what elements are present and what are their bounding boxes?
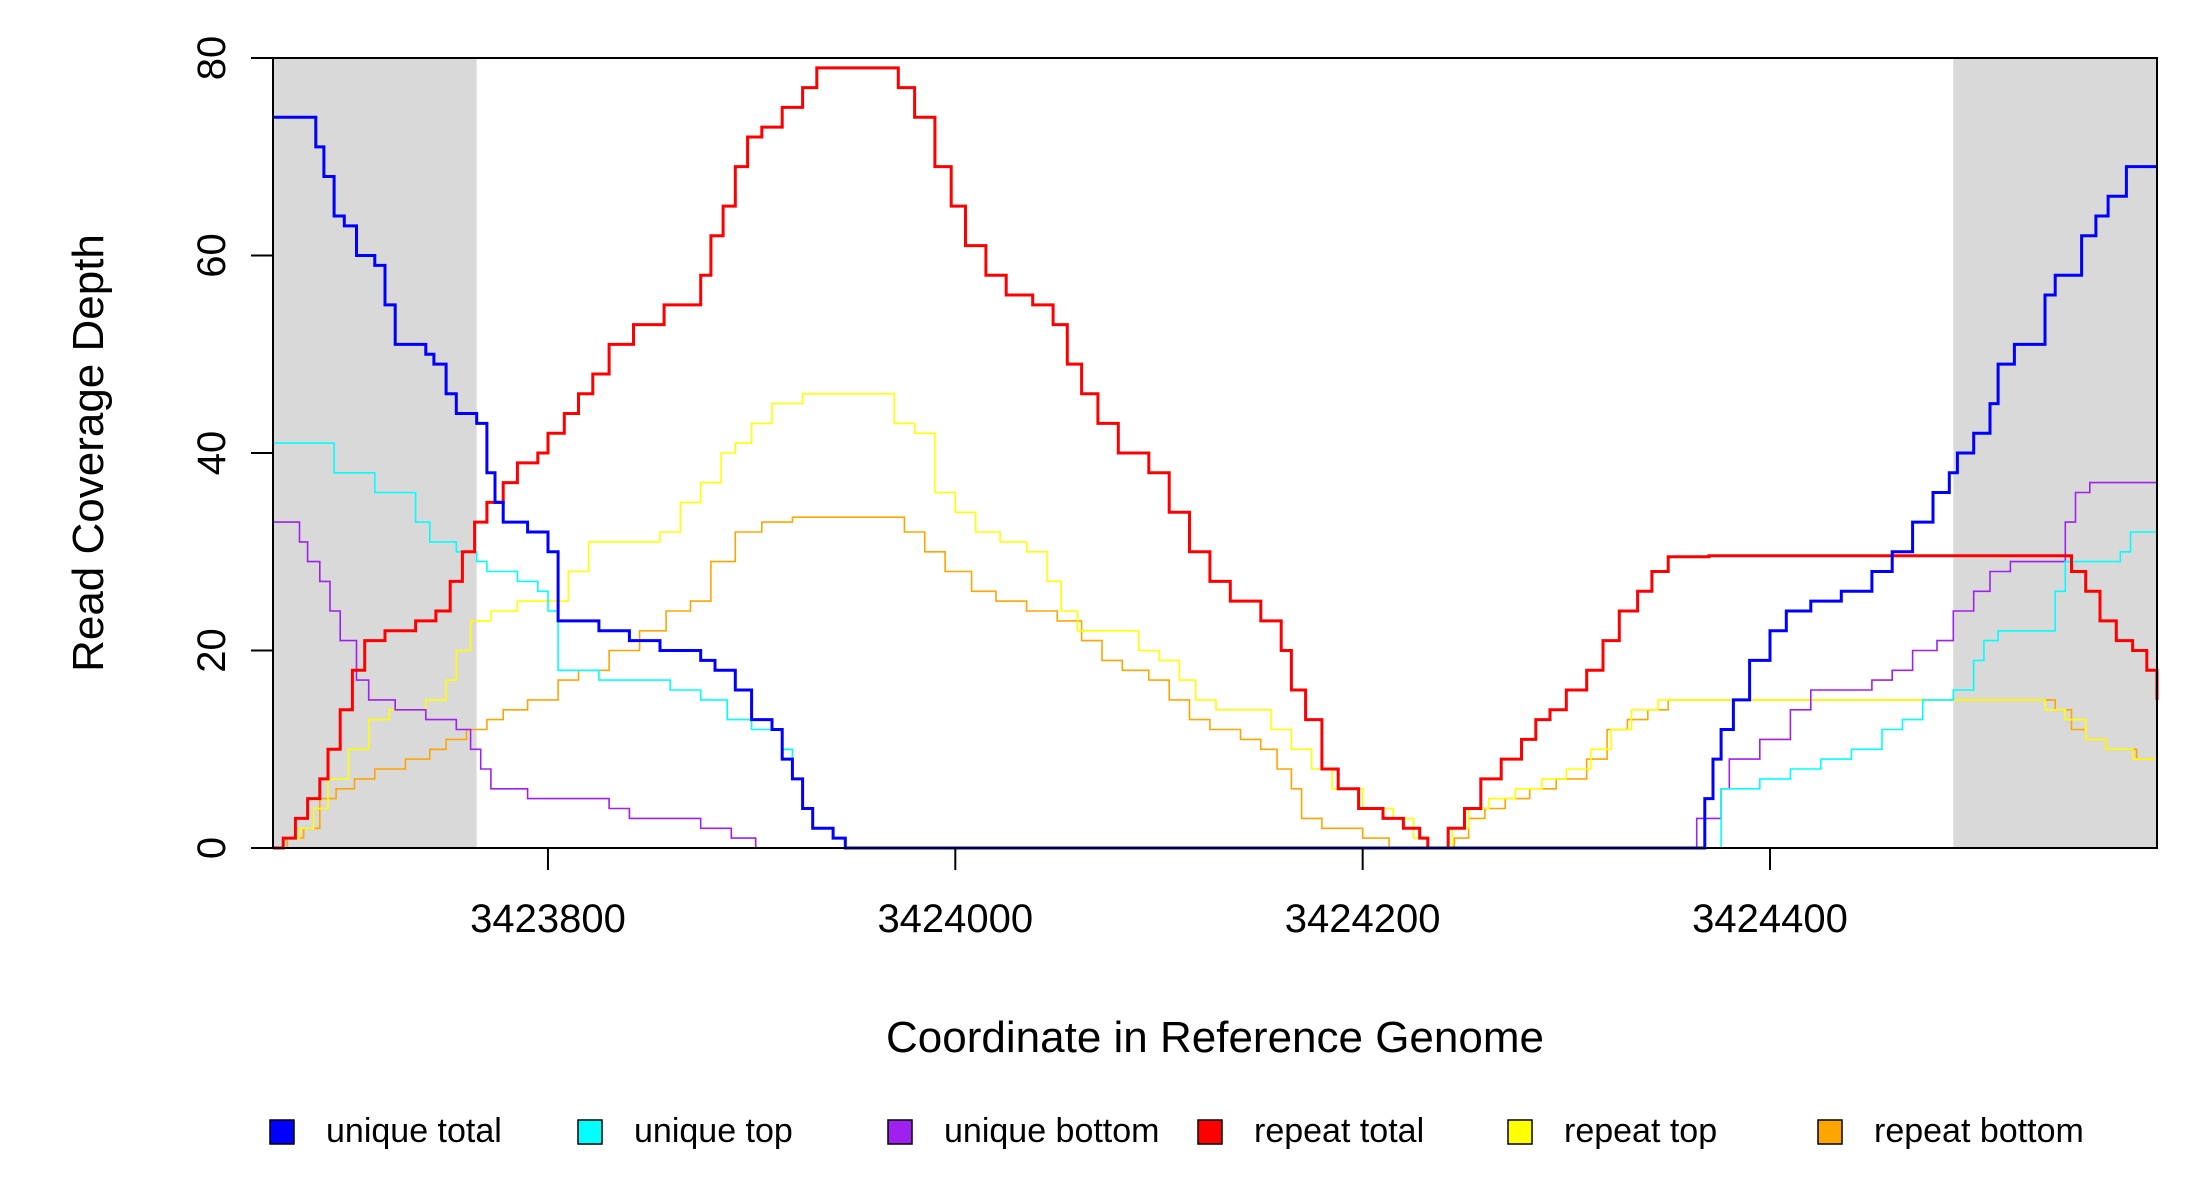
y-tick-label: 80 (190, 36, 234, 81)
legend-label: unique bottom (944, 1112, 1160, 1150)
series-line-repeat-total (273, 66, 2159, 850)
y-axis-label: Read Coverage Depth (64, 234, 113, 672)
series-line-unique-bottom (273, 481, 2157, 849)
y-tick-label: 20 (190, 628, 234, 673)
x-tick-label: 3424200 (1285, 897, 1441, 941)
series-lines (273, 66, 2159, 850)
y-tick-label: 40 (190, 431, 234, 476)
shaded-region-2 (1953, 58, 2157, 848)
legend-item-repeat-bottom: repeat bottom (1817, 1112, 2084, 1150)
legend-label: unique total (326, 1112, 502, 1150)
legend-label: repeat top (1564, 1112, 1717, 1150)
series-line-repeat-top (273, 393, 2158, 849)
y-tick-label: 0 (190, 837, 234, 859)
x-tick-label: 3423800 (470, 897, 626, 941)
series-line-repeat-bottom (273, 516, 2158, 849)
shaded-region-1 (273, 58, 477, 848)
y-axis: 0 20 40 60 80 (190, 36, 274, 859)
x-tick-label: 3424000 (877, 897, 1033, 941)
legend-item-unique-total: unique total (269, 1112, 502, 1150)
legend-swatch (577, 1119, 603, 1145)
legend-label: repeat bottom (1874, 1112, 2084, 1150)
y-tick-label: 60 (190, 233, 234, 278)
legend-swatch (887, 1119, 913, 1145)
legend-label: unique top (634, 1112, 793, 1150)
legend-label: repeat total (1254, 1112, 1424, 1150)
x-axis-label: Coordinate in Reference Genome (886, 1013, 1544, 1062)
legend-item-unique-bottom: unique bottom (887, 1112, 1160, 1150)
x-tick-label: 3424400 (1692, 897, 1848, 941)
legend-swatch (269, 1119, 295, 1145)
series-line-unique-top (273, 442, 2157, 849)
legend-swatch (1507, 1119, 1533, 1145)
legend-item-repeat-top: repeat top (1507, 1112, 1717, 1150)
legend: unique total unique top unique bottom repea… (269, 1112, 2084, 1150)
legend-swatch (1817, 1119, 1843, 1145)
shaded-regions (273, 58, 2157, 848)
series-line-unique-total (273, 115, 2157, 850)
x-axis: 3423800 3424000 3424200 3424400 (470, 847, 1848, 941)
legend-item-unique-top: unique top (577, 1112, 793, 1150)
legend-item-repeat-total: repeat total (1197, 1112, 1424, 1150)
legend-swatch (1197, 1119, 1223, 1145)
